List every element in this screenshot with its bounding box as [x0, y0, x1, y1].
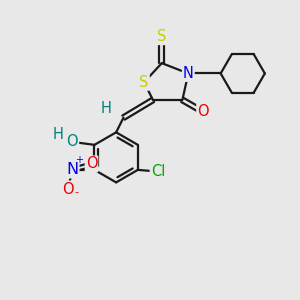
Text: -: - [74, 187, 78, 197]
Text: S: S [140, 75, 149, 90]
Text: O: O [62, 182, 74, 196]
Text: S: S [157, 29, 167, 44]
Text: O: O [67, 134, 78, 149]
Text: O: O [197, 104, 209, 119]
Text: +: + [75, 154, 83, 165]
Text: N: N [183, 66, 194, 81]
Text: H: H [52, 127, 63, 142]
Text: H: H [100, 101, 111, 116]
Text: N: N [66, 162, 78, 177]
Text: Cl: Cl [151, 164, 165, 179]
Text: O: O [86, 157, 97, 172]
